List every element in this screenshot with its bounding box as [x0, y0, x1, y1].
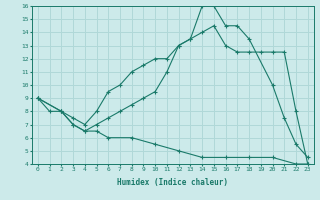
X-axis label: Humidex (Indice chaleur): Humidex (Indice chaleur) — [117, 178, 228, 187]
